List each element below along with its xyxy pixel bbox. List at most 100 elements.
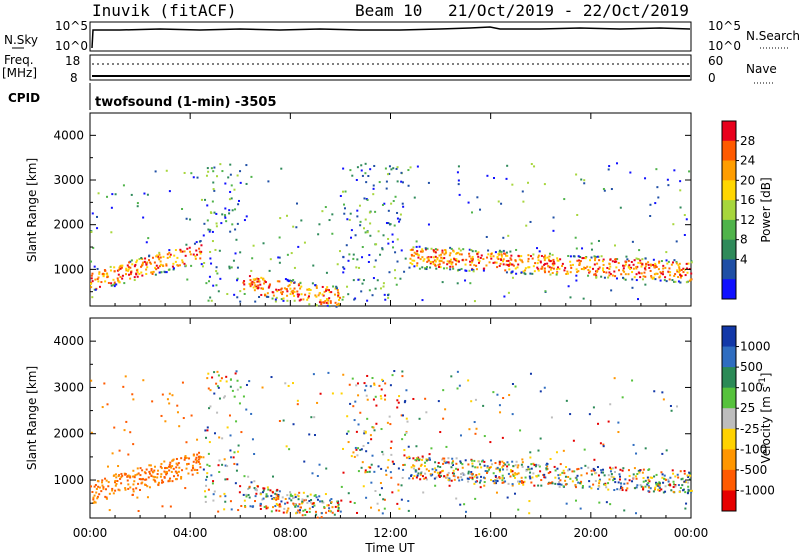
echo-cell <box>683 480 686 483</box>
echo-cell <box>224 182 227 185</box>
echo-cell <box>413 465 416 468</box>
echo-cell <box>389 423 392 426</box>
power-colorbar-swatch <box>722 259 736 280</box>
echo-cell <box>188 457 191 460</box>
echo-cell <box>595 275 598 278</box>
echo-cell <box>159 475 162 478</box>
echo-cell <box>302 298 305 301</box>
echo-cell <box>521 190 524 193</box>
echo-cell <box>633 467 636 470</box>
echo-cell <box>234 482 237 485</box>
echo-cell <box>382 498 385 501</box>
echo-cell <box>160 462 163 465</box>
echo-cell <box>476 196 479 199</box>
echo-cell <box>495 261 498 264</box>
echo-cell <box>397 489 400 492</box>
echo-cell <box>515 272 518 275</box>
power-colorbar-swatch <box>722 121 736 142</box>
echo-cell <box>174 260 177 263</box>
echo-cell <box>104 477 107 480</box>
echo-cell <box>569 255 572 258</box>
echo-cell <box>500 202 503 205</box>
echo-cell <box>594 256 597 259</box>
echo-cell <box>162 265 165 268</box>
echo-cell <box>315 304 318 307</box>
echo-cell <box>456 171 459 174</box>
echo-cell <box>580 467 583 470</box>
echo-cell <box>578 263 581 266</box>
echo-cell <box>228 414 231 417</box>
echo-cell <box>443 475 446 478</box>
echo-cell <box>123 472 126 475</box>
echo-cell <box>432 262 435 265</box>
echo-cell <box>150 468 153 471</box>
echo-cell <box>158 253 161 256</box>
echo-cell <box>656 482 659 485</box>
echo-cell <box>332 285 335 288</box>
echo-cell <box>259 283 262 286</box>
echo-cell <box>524 476 527 479</box>
echo-cell <box>657 483 660 486</box>
echo-cell <box>149 464 152 467</box>
echo-cell <box>160 414 163 417</box>
echo-cell <box>225 375 228 378</box>
echo-cell <box>245 495 248 498</box>
echo-cell <box>435 476 438 479</box>
echo-cell <box>579 260 582 263</box>
echo-cell <box>547 482 550 485</box>
echo-cell <box>587 269 590 272</box>
echo-cell <box>492 255 495 258</box>
echo-cell <box>412 464 415 467</box>
echo-cell <box>321 285 324 288</box>
echo-cell <box>91 490 94 493</box>
echo-cell <box>101 484 104 487</box>
echo-cell <box>381 247 384 250</box>
echo-cell <box>121 264 124 267</box>
echo-cell <box>596 269 599 272</box>
echo-cell <box>675 262 678 265</box>
echo-cell <box>421 456 424 459</box>
echo-cell <box>205 436 208 439</box>
echo-cell <box>212 480 215 483</box>
echo-cell <box>118 489 121 492</box>
echo-cell <box>439 431 442 434</box>
echo-cell <box>471 478 474 481</box>
echo-cell <box>311 472 314 475</box>
echo-cell <box>138 478 141 481</box>
echo-cell <box>659 271 662 274</box>
echo-cell <box>517 254 520 257</box>
echo-cell <box>132 443 135 446</box>
echo-cell <box>168 249 171 252</box>
echo-cell <box>199 240 202 243</box>
echo-cell <box>404 257 407 260</box>
echo-cell <box>288 448 291 451</box>
echo-cell <box>391 460 394 463</box>
echo-cell <box>629 171 632 174</box>
echo-cell <box>403 270 406 273</box>
echo-cell <box>213 371 216 374</box>
echo-cell <box>276 280 279 283</box>
echo-cell <box>434 260 437 263</box>
echo-cell <box>269 283 272 286</box>
echo-cell <box>644 485 647 488</box>
echo-cell <box>193 468 196 471</box>
echo-cell <box>582 268 585 271</box>
velocity-colorbar-swatch <box>722 408 736 430</box>
echo-cell <box>366 398 369 401</box>
echo-cell <box>337 294 340 297</box>
echo-cell <box>471 255 474 258</box>
echo-cell <box>381 378 384 381</box>
echo-cell <box>447 471 450 474</box>
echo-cell <box>558 481 561 484</box>
echo-cell <box>571 470 574 473</box>
echo-cell <box>316 498 319 501</box>
echo-cell <box>411 263 414 266</box>
echo-cell <box>499 411 502 414</box>
echo-cell <box>259 507 262 510</box>
echo-cell <box>664 276 667 279</box>
echo-cell <box>301 498 304 501</box>
echo-cell <box>281 290 284 293</box>
echo-cell <box>631 286 634 289</box>
echo-cell <box>342 255 345 258</box>
echo-cell <box>488 466 491 469</box>
